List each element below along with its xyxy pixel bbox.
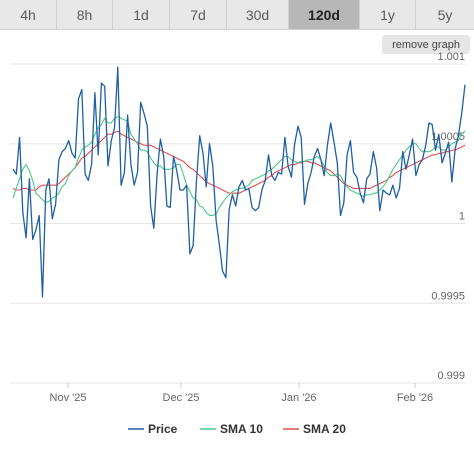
- x-tick-label: Feb '26: [397, 392, 433, 404]
- legend-label-sma10[interactable]: SMA 10: [220, 422, 263, 436]
- y-tick-label: 0.999: [437, 370, 465, 382]
- legend-label-price[interactable]: Price: [148, 422, 178, 436]
- remove-graph-button[interactable]: remove graph: [382, 35, 470, 54]
- tab-1y[interactable]: 1y: [360, 0, 416, 30]
- tab-120d[interactable]: 120d: [289, 0, 360, 30]
- x-tick-label: Jan '26: [281, 392, 316, 404]
- chart-legend: Price SMA 10 SMA 20: [128, 422, 346, 436]
- y-tick-label: 1.001: [437, 51, 465, 63]
- x-axis-ticks: Nov '25 Dec '25 Jan '26 Feb '26: [50, 383, 433, 404]
- legend-label-sma20[interactable]: SMA 20: [303, 422, 346, 436]
- series-line-price: [12, 66, 466, 298]
- tab-5y[interactable]: 5y: [416, 0, 474, 30]
- y-tick-label: 1: [459, 211, 465, 223]
- grid-lines: [10, 63, 466, 384]
- series-lines: [12, 66, 466, 298]
- tab-4h[interactable]: 4h: [0, 0, 57, 30]
- x-tick-label: Nov '25: [50, 392, 87, 404]
- tab-8h[interactable]: 8h: [57, 0, 113, 30]
- tab-30d[interactable]: 30d: [227, 0, 289, 30]
- y-tick-label: 0.9995: [431, 290, 465, 302]
- series-line-sma10: [12, 116, 466, 217]
- x-tick-label: Dec '25: [163, 392, 200, 404]
- tab-1d[interactable]: 1d: [113, 0, 170, 30]
- series-line-sma20: [12, 130, 466, 194]
- tab-7d[interactable]: 7d: [170, 0, 227, 30]
- timeframe-tabs: 4h 8h 1d 7d 30d 120d 1y 5y: [0, 0, 474, 30]
